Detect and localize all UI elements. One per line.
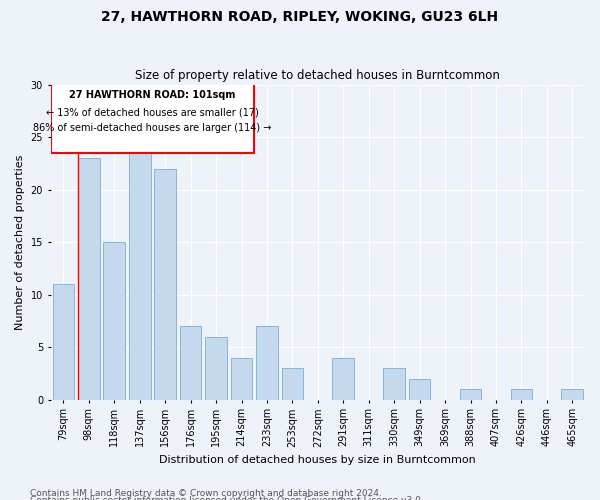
Text: ← 13% of detached houses are smaller (17): ← 13% of detached houses are smaller (17… — [46, 108, 259, 118]
Bar — [154, 168, 176, 400]
Bar — [332, 358, 354, 400]
Title: Size of property relative to detached houses in Burntcommon: Size of property relative to detached ho… — [136, 69, 500, 82]
Text: Contains public sector information licensed under the Open Government Licence v3: Contains public sector information licen… — [30, 496, 424, 500]
Text: 27, HAWTHORN ROAD, RIPLEY, WOKING, GU23 6LH: 27, HAWTHORN ROAD, RIPLEY, WOKING, GU23 … — [101, 10, 499, 24]
Text: Contains HM Land Registry data © Crown copyright and database right 2024.: Contains HM Land Registry data © Crown c… — [30, 488, 382, 498]
Bar — [231, 358, 253, 400]
Y-axis label: Number of detached properties: Number of detached properties — [15, 154, 25, 330]
Bar — [562, 389, 583, 400]
Bar — [383, 368, 405, 400]
Bar — [460, 389, 481, 400]
Bar — [256, 326, 278, 400]
Bar — [281, 368, 303, 400]
Polygon shape — [50, 80, 254, 153]
X-axis label: Distribution of detached houses by size in Burntcommon: Distribution of detached houses by size … — [160, 455, 476, 465]
Bar — [409, 378, 430, 400]
Bar — [129, 148, 151, 400]
Bar — [78, 158, 100, 400]
Bar — [103, 242, 125, 400]
Bar — [205, 336, 227, 400]
Text: 86% of semi-detached houses are larger (114) →: 86% of semi-detached houses are larger (… — [33, 124, 272, 134]
Bar — [53, 284, 74, 400]
Text: 27 HAWTHORN ROAD: 101sqm: 27 HAWTHORN ROAD: 101sqm — [69, 90, 236, 100]
Bar — [511, 389, 532, 400]
Bar — [180, 326, 202, 400]
